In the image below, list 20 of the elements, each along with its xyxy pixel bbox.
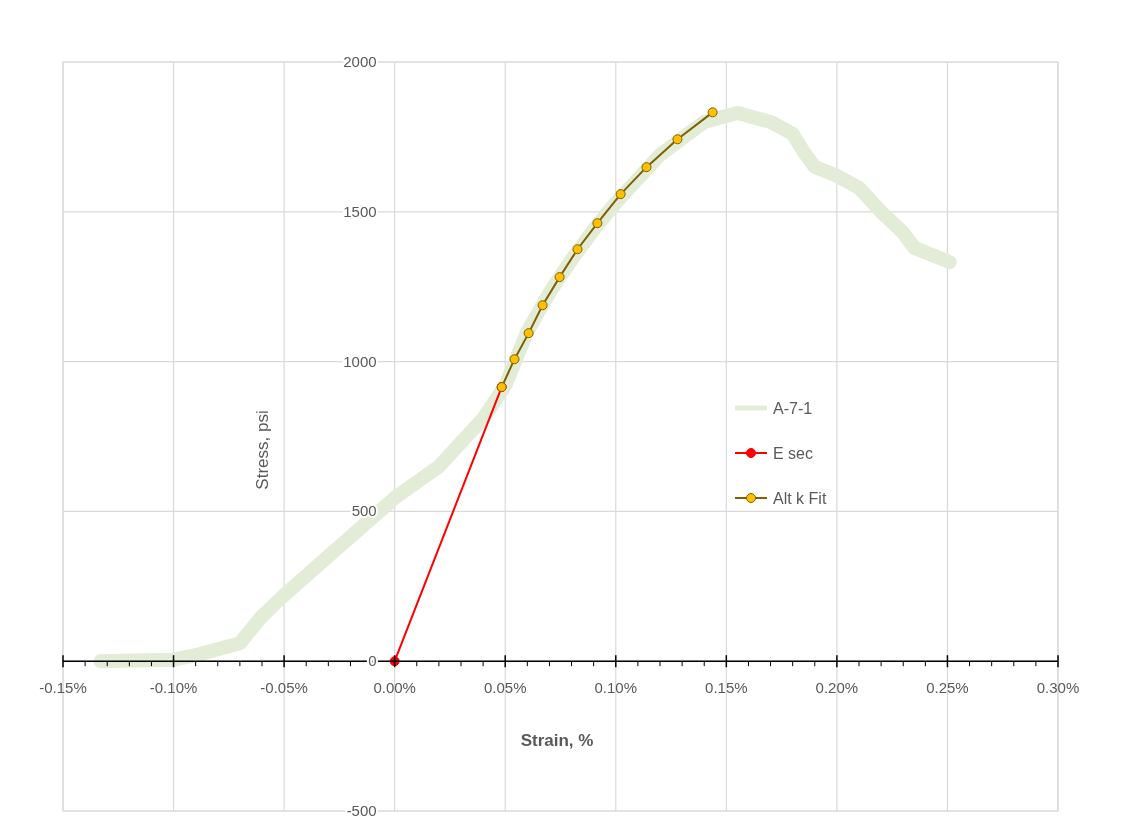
x-tick-label: -0.10% [149,679,198,697]
y-tick-label: 1500 [343,202,377,220]
x-tick-label: 0.20% [815,679,859,697]
x-tick-label: 0.15% [705,679,748,697]
y-tick-label: 1000 [343,352,377,370]
x-tick-label: 0.05% [483,679,527,697]
y-tick-label: 500 [351,502,377,520]
y-tick-label: 2000 [343,53,377,70]
legend-label: A-7-1 [773,400,813,417]
y-axis-title: Stress, psi [253,410,272,490]
y-tick-label: -500 [346,802,377,819]
x-tick-label: 0.25% [926,679,969,697]
x-tick-label: -0.15% [39,679,87,697]
legend-label: E sec [773,445,814,462]
x-tick-label: 0.10% [594,679,638,697]
x-axis-title: Strain, % [520,731,594,750]
x-tick-label: -0.05% [260,679,308,697]
x-tick-label: 0.30% [1036,679,1080,697]
legend-label: Alt k Fit [773,490,827,507]
x-tick-label: 0.00% [373,679,416,697]
